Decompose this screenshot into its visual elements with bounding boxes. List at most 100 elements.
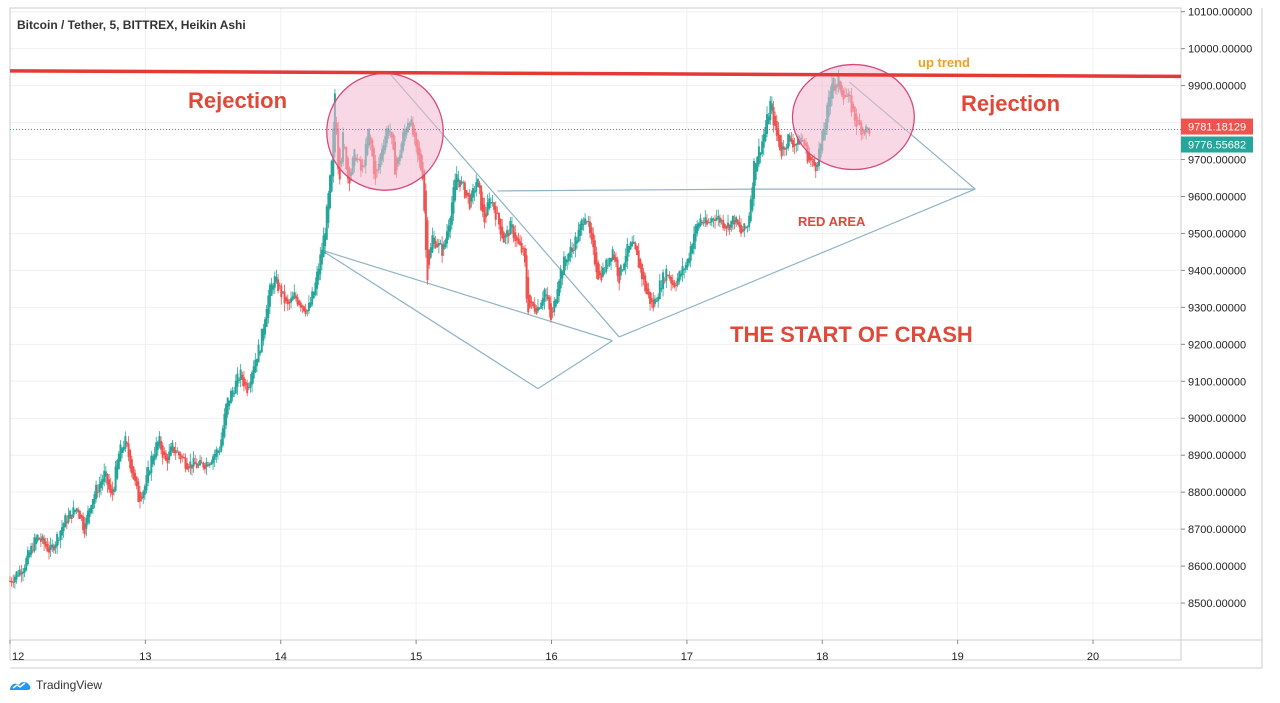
candle-body [116,459,119,479]
candle-body [619,265,622,276]
candle-body [273,276,276,288]
candle-body [665,268,668,281]
candle-body [444,240,447,248]
candle-body [207,464,210,466]
candle-body [119,444,122,462]
candle-body [225,403,228,426]
candle-body [34,537,37,545]
candle-body [428,250,431,265]
candle-body [190,464,193,469]
candle-body [697,223,700,229]
candle-body [569,246,572,258]
candle-body [571,247,574,252]
tradingview-label: TradingView [36,678,103,692]
candle-body [108,479,111,490]
candle-body [678,271,681,282]
candle-body [88,508,91,518]
time-axis[interactable]: 12 13 14 15 16 17 18 19 20 [9,640,1099,663]
candle-body [774,116,777,126]
candle-body [523,248,526,263]
candle-body [528,294,531,308]
candle-body [811,158,814,160]
y-tick-label: 9300.00000 [1188,302,1246,314]
candle-body [166,456,169,464]
candle-body [62,523,65,532]
pattern-line [497,188,755,192]
candle-body [686,259,689,268]
y-tick-label: 9000.00000 [1188,413,1246,425]
candle-body [229,391,232,404]
candle-body [707,222,710,224]
candle-body [559,268,562,289]
candle-body [588,221,591,234]
candle-body [741,229,744,233]
candle-body [432,237,435,244]
candle-body [117,453,120,470]
candle-body [142,491,145,498]
candle-body [277,279,280,291]
candle-body [671,280,674,286]
candle-body [759,152,762,156]
x-tick-label: 15 [410,651,422,663]
candle-body [212,456,215,464]
x-tick-label: 13 [139,651,151,663]
rejection-ellipse [326,72,444,191]
resistance-line[interactable] [9,69,1182,79]
candle-body [546,295,549,300]
candle-body [785,147,788,149]
candle-body [247,386,250,389]
candle-body [437,242,440,246]
candle-body [813,159,816,166]
candle-body [304,308,307,315]
candle-body [627,246,630,253]
candle-body [575,240,578,244]
x-tick-label: 14 [275,651,287,663]
candle-body [722,220,725,228]
candle-body [195,463,198,469]
price-axis[interactable]: 10100.0000010000.000009900.000009800.000… [1181,7,1252,610]
candle-body [510,224,513,228]
alt-price-tag-text: 9776.55682 [1188,140,1246,152]
candle-body [814,162,817,172]
candle-body [125,442,128,445]
candle-body [283,291,286,304]
candle-body [44,541,47,547]
candle-body [538,308,541,310]
candle-body [551,311,554,313]
candle-body [634,242,637,249]
candle-body [106,473,109,485]
resistance-trendline[interactable] [9,69,1182,79]
y-tick-label: 8500.00000 [1188,598,1246,610]
candle-body [621,269,624,271]
candle-body [465,190,468,196]
candle-body [135,476,138,486]
price-tags: 9781.18129 9776.55682 [10,118,1253,153]
tradingview-brand[interactable]: TradingView [8,678,102,692]
candle-body [720,219,723,221]
tradingview-logo-icon [10,682,31,690]
candle-body [241,374,244,380]
candle-body [808,153,811,161]
candle-body [26,550,29,565]
candle-body [595,252,598,273]
candle-body [806,144,809,163]
candle-body [727,222,730,228]
candle-body [291,296,294,301]
candle-body [320,249,323,265]
candle-body [171,442,174,452]
candle-body [434,240,437,248]
candle-body [624,255,627,267]
candle-body [148,471,151,475]
candle-body [267,295,270,318]
candle-body [239,369,242,381]
candle-body [442,244,445,250]
candle-body [783,147,786,150]
candle-body [186,463,189,470]
candle-body [545,294,548,296]
candle-body [603,271,606,273]
annotation-red-area: RED AREA [798,214,866,229]
candle-body [319,254,322,275]
x-tick-label: 17 [681,651,693,663]
candle-body [246,383,249,394]
